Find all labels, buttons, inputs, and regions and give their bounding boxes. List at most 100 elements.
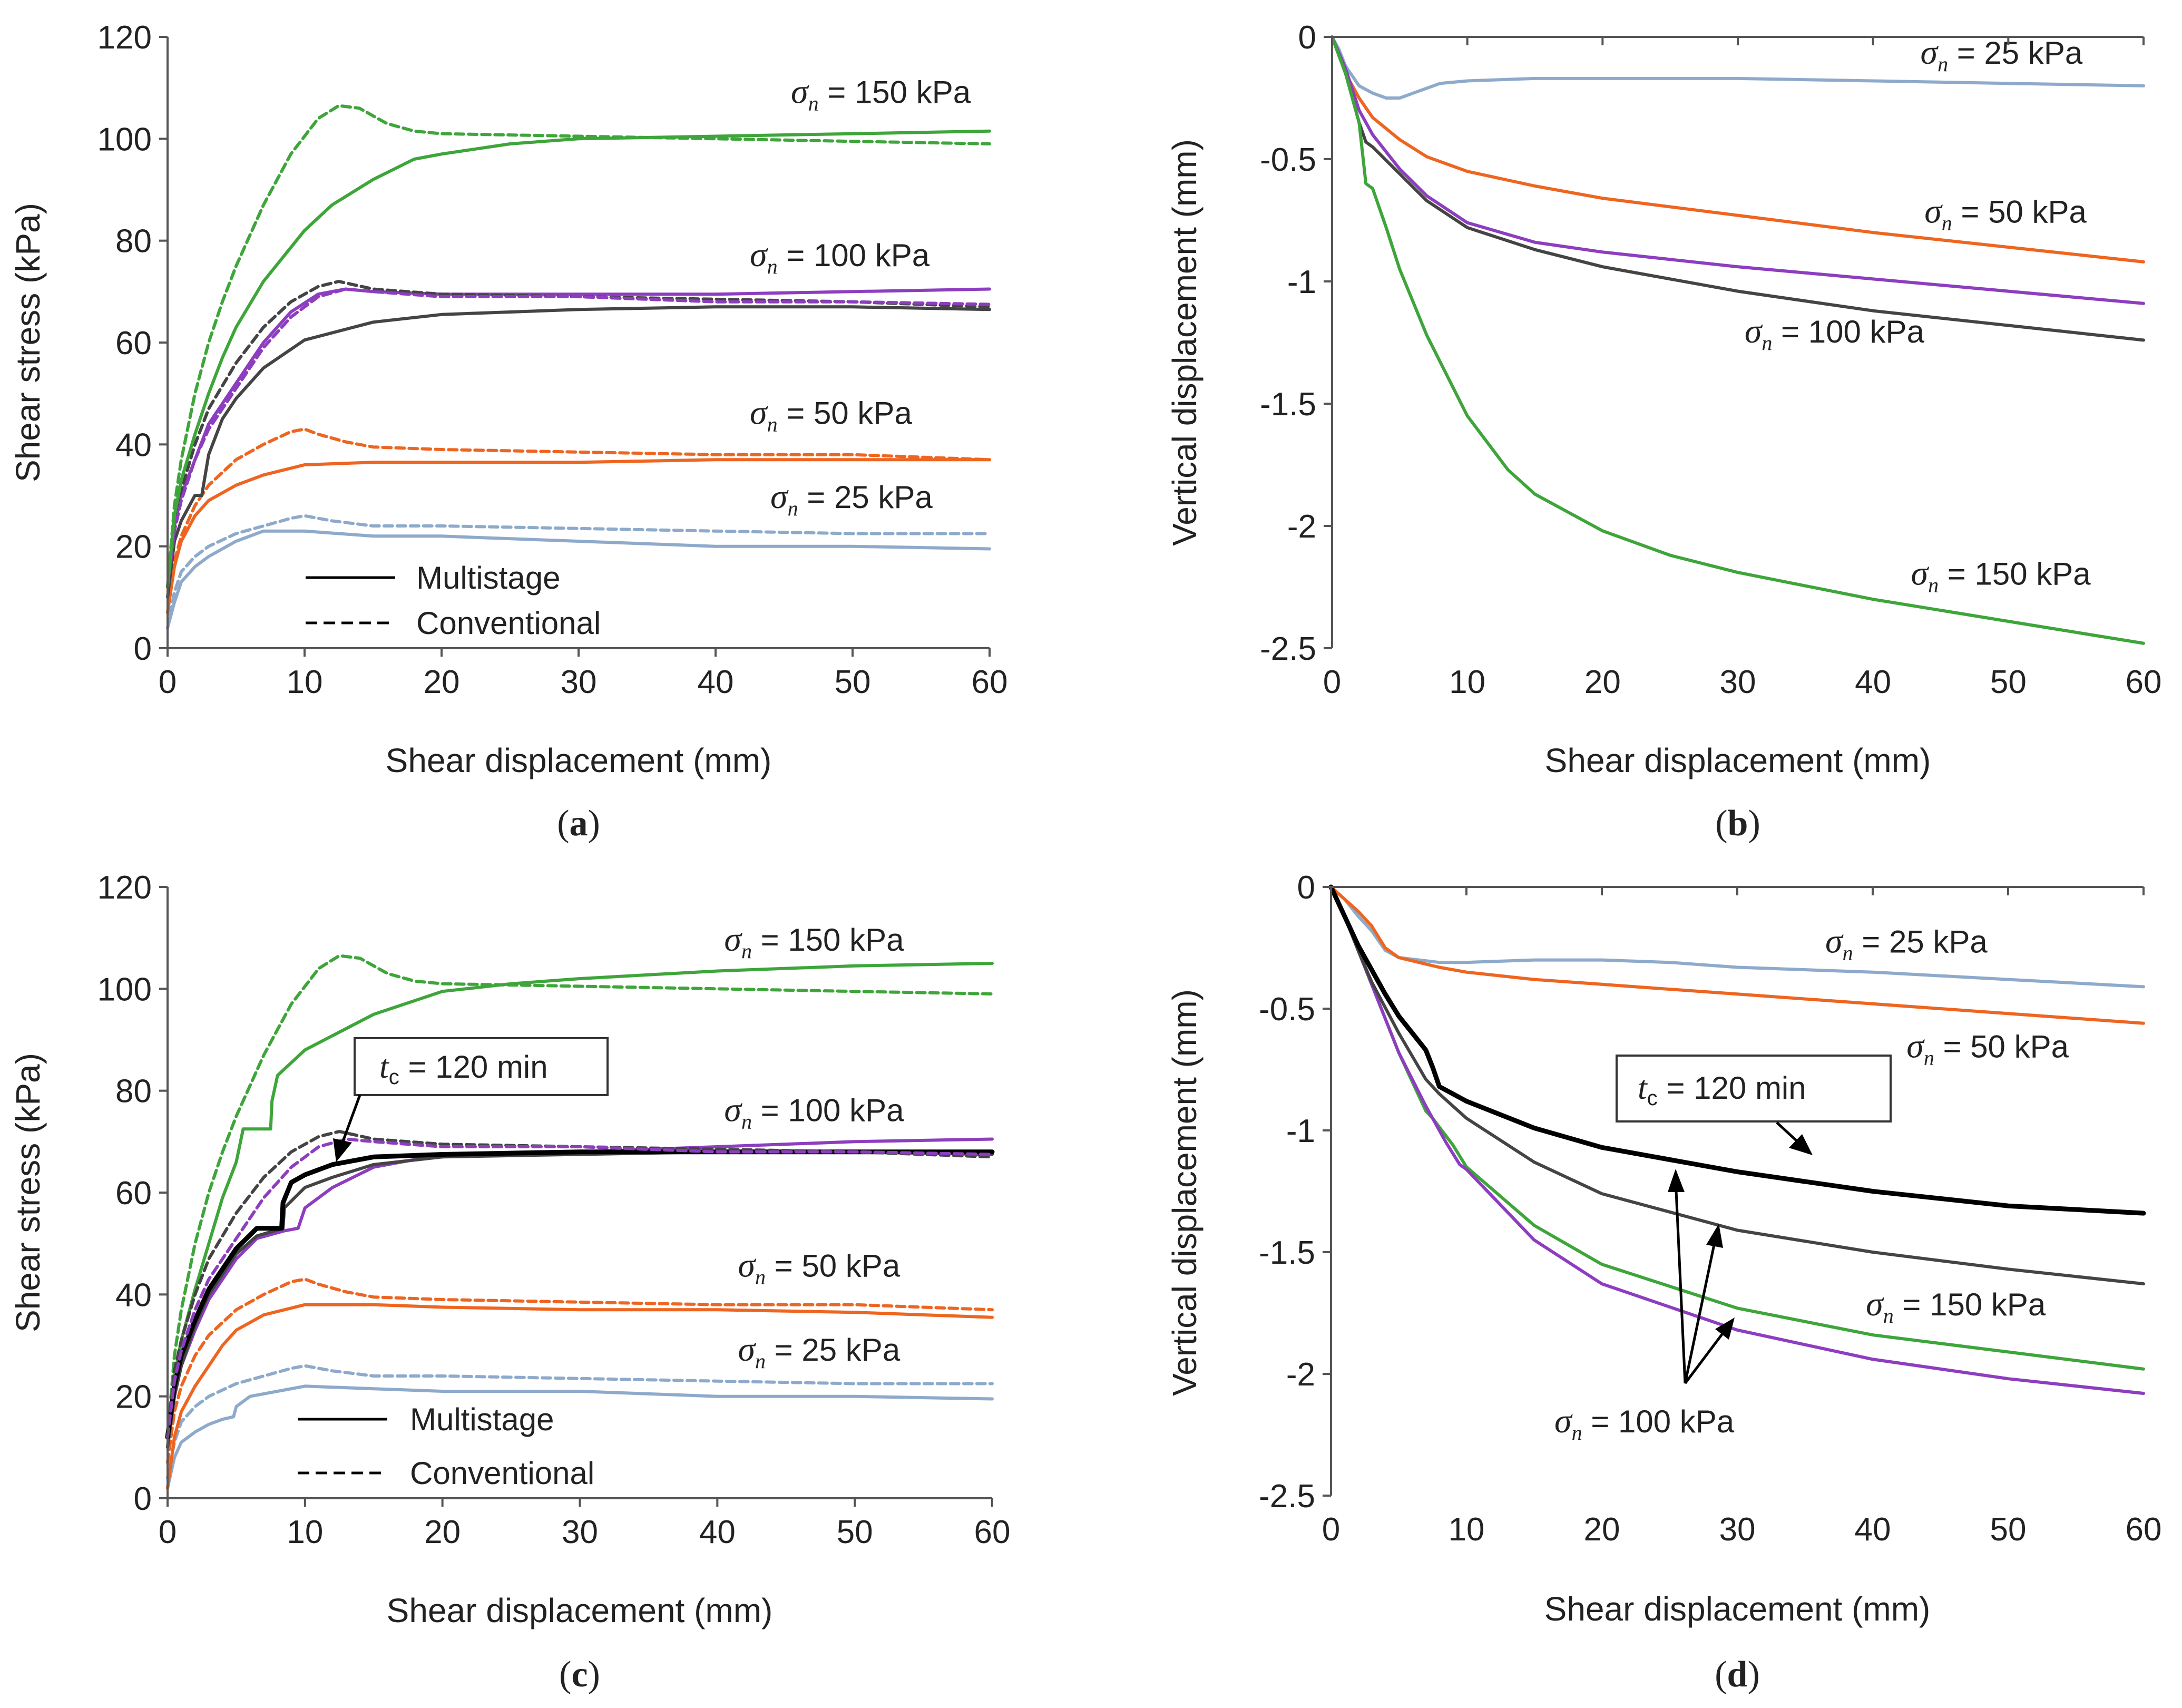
- x-tick-label: 20: [1584, 664, 1621, 700]
- panel-b-plot-area: [1332, 37, 2144, 648]
- panel-d-axes: 0 10 20 30 40 50 60 0 -0.5 -1 -1.5 -2 -2.5: [1259, 870, 2161, 1548]
- x-tick-label: 40: [1855, 1511, 1891, 1548]
- series-label: σn = 25 kPa: [738, 1330, 900, 1373]
- panel-d: σn = 25 kPa σn = 50 kPa σn = 150 kPa σn = 1…: [1166, 870, 2161, 1695]
- sigma100-arrows: [1668, 1169, 1735, 1384]
- series-line-a-1: [166, 514, 991, 630]
- series-line-c-10: [166, 1137, 994, 1439]
- series-label: σn = 50 kPa: [1924, 192, 2087, 235]
- series-label: σn = 25 kPa: [770, 477, 933, 520]
- sigma100-arrow-to-dark: [1684, 1244, 1716, 1384]
- y-tick-label: 40: [115, 427, 152, 463]
- x-tick-label: 60: [2126, 664, 2162, 700]
- series-line-b-1: [1330, 35, 2145, 263]
- panel-a-legend: Multistage Conventional: [306, 560, 601, 641]
- x-tick-label: 60: [972, 664, 1008, 700]
- sigma100-arrowhead-dark: [1706, 1224, 1723, 1248]
- x-tick-label: 50: [835, 664, 871, 700]
- series-label: σn = 150 kPa: [1866, 1285, 2046, 1328]
- panel-d-y-axis-title: Vertical displacement (mm): [1166, 989, 1203, 1396]
- legend-multistage-label: Multistage: [416, 560, 560, 596]
- series-label: σn = 50 kPa: [1906, 1027, 2069, 1069]
- panel-a-plot-area: [168, 37, 990, 648]
- x-tick-label: 10: [287, 664, 323, 700]
- x-tick-label: 0: [1323, 664, 1341, 700]
- series-label: σn = 25 kPa: [1921, 33, 2083, 76]
- panel-c-annotation: tc = 120 min: [333, 1037, 609, 1162]
- panel-a-caption: (a): [557, 803, 600, 844]
- tc-annotation-text: tc = 120 min: [1638, 1069, 1806, 1110]
- x-tick-label: 50: [1990, 664, 2027, 700]
- panel-a-y-axis-title: Shear stress (kPa): [9, 203, 47, 482]
- panel-c-series: [165, 954, 995, 1490]
- series-line-a-2: [166, 458, 991, 614]
- y-tick-label: 0: [134, 1481, 152, 1517]
- x-tick-label: 50: [1990, 1511, 2027, 1548]
- sigma100-arrowhead-black: [1668, 1169, 1685, 1192]
- series-label: σn = 50 kPa: [750, 394, 912, 436]
- x-tick-label: 0: [159, 1514, 177, 1550]
- y-tick-label: -1: [1287, 264, 1316, 300]
- x-tick-label: 20: [424, 1514, 461, 1550]
- series-line-a-4: [166, 305, 991, 599]
- series-label: σn = 100 kPa: [750, 236, 930, 278]
- tc-annotation-arrowhead: [1789, 1134, 1813, 1155]
- panel-d-series: [1328, 884, 2146, 1395]
- y-tick-label: -0.5: [1259, 991, 1315, 1028]
- sigma100-arrow-to-black: [1675, 1190, 1687, 1384]
- x-tick-label: 60: [2126, 1511, 2162, 1548]
- series-line-a-0: [166, 529, 991, 630]
- y-tick-label: -0.5: [1260, 142, 1316, 178]
- panel-a-series-labels: σn = 150 kPa σn = 100 kPa σn = 50 kPa σn = …: [750, 73, 971, 521]
- tc-annotation-arrowhead: [333, 1138, 352, 1162]
- series-line-b-0: [1330, 35, 2145, 100]
- y-tick-label: -1: [1286, 1113, 1315, 1149]
- y-tick-label: 20: [115, 529, 152, 565]
- panel-d-caption: (d): [1715, 1654, 1760, 1695]
- series-line-a-7: [166, 287, 991, 589]
- panel-b-x-axis-title: Shear displacement (mm): [1545, 741, 1931, 779]
- panel-c-caption: (c): [559, 1654, 600, 1695]
- y-tick-label: 120: [97, 19, 152, 56]
- y-tick-label: 0: [1297, 870, 1315, 906]
- panel-b-series: [1330, 35, 2145, 645]
- y-tick-label: 120: [97, 870, 152, 906]
- x-tick-label: 30: [1719, 1511, 1756, 1548]
- sigma100-arrow-to-purple: [1684, 1333, 1723, 1384]
- y-tick-label: 60: [115, 1175, 152, 1212]
- y-tick-label: -2.5: [1259, 1478, 1315, 1515]
- panel-c-series-labels: σn = 150 kPa σn = 100 kPa σn = 50 kPa σn = …: [724, 920, 904, 1373]
- y-tick-label: 0: [134, 631, 152, 667]
- panel-c-legend: Multistage Conventional: [298, 1402, 594, 1491]
- panel-b-series-labels: σn = 25 kPa σn = 50 kPa σn = 100 kPa σn = 1…: [1745, 33, 2091, 597]
- panel-b-caption: (b): [1715, 803, 1760, 844]
- series-label: σn = 100 kPa: [1554, 1402, 1735, 1445]
- series-line-a-9: [166, 104, 991, 589]
- panel-a: σn = 150 kPa σn = 100 kPa σn = 50 kPa σn = …: [9, 19, 1007, 844]
- panel-c: σn = 150 kPa σn = 100 kPa σn = 50 kPa σn = …: [9, 870, 1010, 1695]
- panel-a-series: [166, 104, 991, 630]
- tc-annotation-arrow: [341, 1095, 361, 1143]
- series-line-c-3: [166, 1277, 994, 1465]
- x-tick-label: 20: [424, 664, 460, 700]
- series-line-c-1: [166, 1364, 994, 1480]
- x-tick-label: 20: [1584, 1511, 1620, 1548]
- series-label: σn = 100 kPa: [1745, 312, 1925, 355]
- panel-b-y-axis-title: Vertical displacement (mm): [1166, 139, 1203, 546]
- x-tick-label: 10: [287, 1514, 323, 1550]
- y-tick-label: 20: [115, 1379, 152, 1416]
- x-tick-label: 10: [1449, 1511, 1485, 1548]
- x-tick-label: 30: [1720, 664, 1756, 700]
- y-tick-label: 40: [115, 1277, 152, 1313]
- series-line-b-4: [1330, 35, 2145, 645]
- panel-d-annotation: tc = 120 min: [1616, 1055, 1892, 1384]
- series-line-d-5: [1328, 884, 2146, 1216]
- x-tick-label: 0: [1322, 1511, 1340, 1548]
- y-tick-label: -1.5: [1259, 1235, 1315, 1271]
- y-tick-label: -2: [1286, 1356, 1315, 1393]
- series-line-a-8: [166, 129, 991, 589]
- y-tick-label: 60: [115, 325, 152, 362]
- series-label: σn = 150 kPa: [724, 920, 904, 963]
- tc-annotation-text: tc = 120 min: [379, 1048, 548, 1089]
